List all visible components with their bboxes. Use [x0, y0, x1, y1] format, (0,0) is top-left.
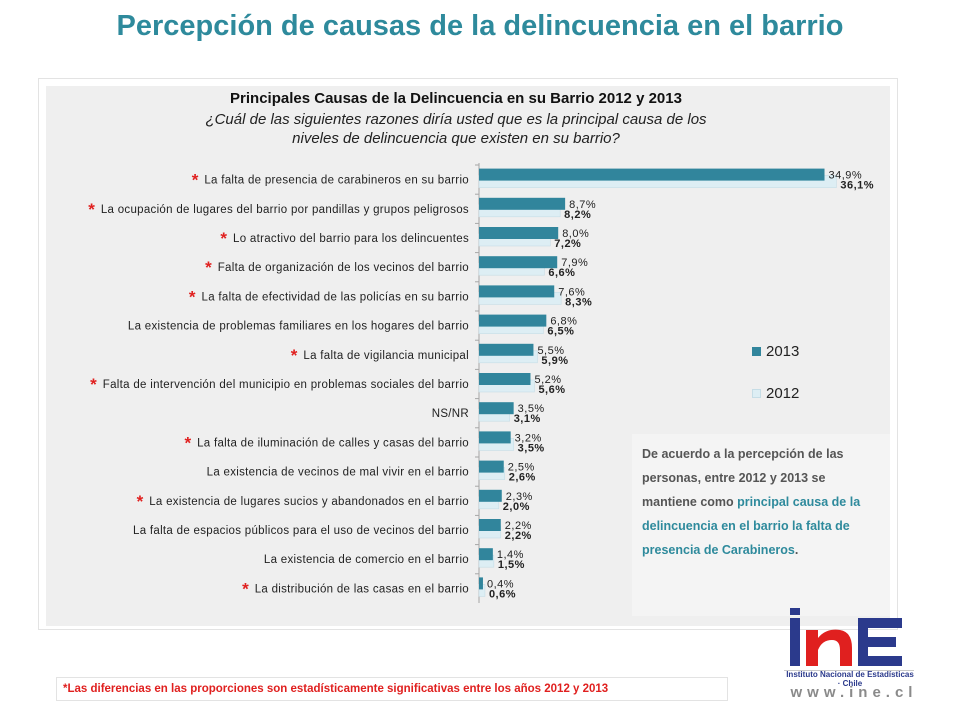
data-label-2013: 3,5% — [518, 403, 545, 415]
data-label-2013: 2,5% — [508, 462, 535, 474]
data-label-2013: 3,2% — [515, 432, 542, 444]
significance-asterisk: * — [220, 229, 227, 248]
bar-2013 — [479, 314, 547, 327]
data-label-2012: 6,5% — [547, 326, 574, 338]
data-label-2012: 2,6% — [509, 472, 536, 484]
data-label-2012: 3,1% — [514, 413, 541, 425]
data-label-2013: 0,4% — [487, 578, 514, 590]
data-label-2013: 5,2% — [534, 374, 561, 386]
data-label-2012: 1,5% — [498, 559, 525, 571]
bar-2013 — [479, 577, 483, 590]
summary-note-highlight: principal causa de la delincuencia en el… — [642, 495, 861, 557]
legend-item-2012: 2012 — [752, 385, 799, 402]
data-label-2012: 2,0% — [503, 501, 530, 513]
data-label-2012: 2,2% — [505, 530, 532, 542]
data-label-2013: 5,5% — [537, 345, 564, 357]
logo-subtitle: Instituto Nacional de Estadísticas · Chi… — [786, 670, 914, 688]
category-label: La distribución de las casas en el barri… — [255, 583, 469, 595]
legend-label-2013: 2013 — [766, 343, 800, 360]
ine-logo — [784, 608, 914, 671]
legend-label-2012: 2012 — [766, 385, 800, 402]
category-label: Falta de intervención del municipio en p… — [103, 379, 469, 391]
data-label-2012: 0,6% — [489, 588, 516, 600]
significance-footnote: *Las diferencias en las proporciones son… — [56, 677, 728, 701]
data-label-2013: 8,7% — [569, 199, 596, 211]
data-label-2013: 34,9% — [829, 170, 863, 182]
significance-asterisk: * — [88, 200, 95, 219]
data-label-2012: 5,9% — [541, 355, 568, 367]
significance-asterisk: * — [189, 287, 196, 306]
category-label: La existencia de comercio en el barrio — [264, 554, 469, 566]
data-label-2013: 8,0% — [562, 228, 589, 240]
category-label: La existencia de lugares sucios y abando… — [149, 496, 469, 508]
significance-asterisk: * — [184, 433, 191, 452]
data-label-2012: 5,6% — [538, 384, 565, 396]
data-label-2012: 6,6% — [548, 267, 575, 279]
bar-2013 — [479, 402, 514, 415]
category-label: La existencia de vecinos de mal vivir en… — [207, 467, 469, 479]
bar-2013 — [479, 460, 504, 473]
bar-2013 — [479, 343, 534, 356]
data-label-2013: 2,3% — [506, 491, 533, 503]
category-label: La falta de efectividad de las policías … — [202, 291, 469, 303]
bar-2013 — [479, 256, 558, 269]
bar-2013 — [479, 285, 555, 298]
summary-note-end: . — [794, 543, 799, 557]
significance-asterisk: * — [205, 258, 212, 277]
bar-2013 — [479, 431, 511, 444]
bar-2013 — [479, 197, 566, 210]
category-label: La existencia de problemas familiares en… — [128, 321, 469, 333]
bar-2013 — [479, 489, 502, 502]
category-label: Lo atractivo del barrio para los delincu… — [233, 233, 469, 245]
data-label-2013: 7,6% — [558, 286, 585, 298]
bar-2013 — [479, 168, 825, 181]
legend-item-2013: 2013 — [752, 343, 799, 360]
data-label-2013: 2,2% — [505, 520, 532, 532]
category-label: La falta de espacios públicos para el us… — [133, 525, 469, 537]
significance-asterisk: * — [242, 579, 249, 598]
bar-2013 — [479, 548, 493, 561]
summary-note-text: De acuerdo a la percepción de las person… — [642, 447, 844, 509]
significance-asterisk: * — [291, 346, 298, 365]
significance-asterisk: * — [90, 375, 97, 394]
logo-url: www.ine.cl — [790, 684, 918, 701]
significance-asterisk: * — [137, 492, 144, 511]
chart-subtitle: ¿Cuál de las siguientes razones diría us… — [46, 110, 866, 148]
data-label-2013: 7,9% — [561, 257, 588, 269]
category-label: La falta de presencia de carabineros en … — [204, 175, 469, 187]
bar-2013 — [479, 373, 531, 385]
summary-note: De acuerdo a la percepción de las person… — [632, 434, 890, 616]
significance-asterisk: * — [192, 171, 199, 190]
chart-subtitle-line-1: ¿Cuál de las siguientes razones diría us… — [205, 111, 707, 128]
category-label: NS/NR — [432, 408, 469, 420]
page-title: Percepción de causas de la delincuencia … — [116, 10, 844, 42]
data-label-2013: 1,4% — [497, 549, 524, 561]
data-label-2012: 3,5% — [518, 442, 545, 454]
data-label-2013: 6,8% — [550, 316, 577, 328]
category-label: Falta de organización de los vecinos del… — [218, 262, 469, 274]
data-label-2012: 8,2% — [564, 209, 591, 221]
category-label: La falta de iluminación de calles y casa… — [197, 437, 469, 449]
chart-title: Principales Causas de la Delincuencia en… — [230, 90, 682, 107]
bar-2013 — [479, 519, 501, 531]
category-label: La ocupación de lugares del barrio por p… — [101, 204, 469, 216]
data-label-2012: 8,3% — [565, 296, 592, 308]
legend-swatch-2012 — [752, 389, 761, 398]
data-label-2012: 36,1% — [840, 180, 874, 192]
legend-swatch-2013 — [752, 347, 761, 356]
category-label: La falta de vigilancia municipal — [303, 350, 469, 362]
chart-subtitle-line-2: niveles de delincuencia que existen en s… — [292, 130, 620, 147]
bar-2013 — [479, 227, 559, 239]
data-label-2012: 7,2% — [554, 238, 581, 250]
